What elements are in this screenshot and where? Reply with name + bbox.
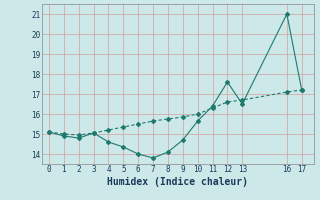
X-axis label: Humidex (Indice chaleur): Humidex (Indice chaleur)	[107, 177, 248, 187]
